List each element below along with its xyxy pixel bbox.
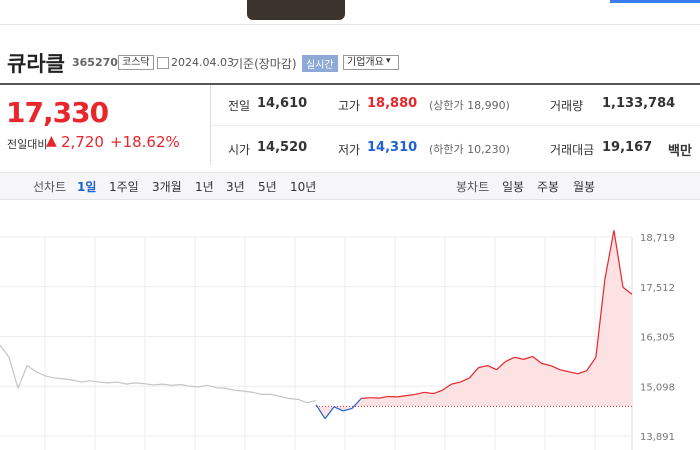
y-tick-label: 13,891	[640, 432, 675, 443]
line-segment	[505, 356, 515, 362]
line-segment	[333, 406, 344, 412]
line-segment	[622, 286, 633, 295]
line-segment	[541, 362, 551, 367]
line-segment	[424, 391, 434, 395]
stat-label: 저가	[338, 143, 361, 157]
tab[interactable]: 3개월	[152, 180, 182, 194]
line	[0, 344, 317, 404]
line-segment	[595, 278, 606, 358]
area	[316, 230, 632, 419]
line-segment	[433, 389, 443, 395]
divider	[210, 85, 211, 165]
banner-image	[247, 0, 345, 20]
stat-value: 14,520	[257, 140, 308, 155]
up-arrow: ▲	[46, 133, 57, 149]
stat-value: 18,880	[367, 96, 418, 111]
line-segment	[568, 371, 578, 375]
line-segment	[523, 355, 533, 360]
tab-bar	[0, 172, 700, 200]
stat-label: 전일	[228, 99, 251, 113]
stat-note: (상한가 18,990)	[429, 99, 510, 112]
change-label: 전일대비	[7, 138, 48, 151]
y-tick-label: 16,305	[640, 333, 675, 344]
dropdown-arrow: ▾	[386, 56, 391, 66]
line-segment	[442, 383, 452, 391]
market-badge: 코스닥	[118, 55, 154, 70]
tab[interactable]: 10년	[290, 180, 317, 194]
line-segment	[415, 391, 425, 395]
stock-code: 365270	[72, 56, 118, 69]
stat-value: 14,310	[367, 140, 418, 155]
line-segment	[406, 393, 416, 397]
stat-note: (하한가 10,230)	[429, 143, 510, 156]
stat-label: 시가	[228, 143, 251, 157]
line-segment	[559, 369, 569, 373]
tab[interactable]: 주봉	[537, 180, 560, 194]
date: 2024.04.03	[171, 56, 234, 69]
realtime-button[interactable]: 실시간	[302, 55, 338, 72]
line-segment	[532, 356, 543, 364]
line-segment	[361, 397, 371, 400]
y-tick-label: 17,512	[640, 283, 675, 294]
tab[interactable]: 1일	[77, 180, 97, 194]
line-segment	[586, 356, 597, 371]
stock-name: 큐라클	[7, 52, 65, 76]
basis: 기준(장마감)	[232, 57, 297, 71]
line-segment	[550, 365, 561, 371]
line-segment	[604, 230, 615, 280]
line-segment	[613, 230, 624, 288]
tab-label: 봉차트	[456, 180, 490, 194]
tab[interactable]: 1년	[195, 180, 214, 194]
tab[interactable]: 5년	[258, 180, 277, 194]
line-segment	[315, 404, 326, 420]
tab-label: 선차트	[33, 180, 67, 194]
stat-value: 1,133,784	[602, 96, 676, 111]
divider	[211, 125, 700, 126]
line-segment	[460, 377, 470, 383]
line-segment	[379, 395, 389, 399]
tab[interactable]: 1주일	[109, 180, 139, 194]
company-button[interactable]: 기업개요	[343, 55, 399, 70]
line-segment	[496, 360, 507, 371]
change-rate: +18.62%	[110, 133, 180, 151]
line-segment	[397, 395, 407, 398]
current-price: 17,330	[6, 96, 109, 129]
line-segment	[351, 398, 362, 409]
banner-button[interactable]	[610, 0, 700, 3]
line-segment	[342, 407, 353, 412]
chart: 18,719 17,512 16,305 15,098 13,891	[0, 230, 675, 450]
y-tick-label: 15,098	[640, 382, 675, 393]
y-tick-label: 18,719	[640, 233, 675, 244]
change: 2,720	[61, 133, 104, 151]
stat-value: 14,610	[257, 96, 308, 111]
line-segment	[514, 356, 524, 360]
divider	[0, 24, 700, 25]
line-segment	[451, 381, 461, 385]
line-segment	[324, 406, 335, 420]
tab[interactable]: 월봉	[573, 180, 596, 194]
tab[interactable]: 일봉	[502, 180, 525, 194]
stat-label: 거래대금	[550, 143, 595, 157]
line-segment	[577, 369, 588, 375]
line-segment	[487, 365, 497, 371]
calendar-icon	[157, 57, 169, 69]
stat-label: 거래량	[550, 99, 584, 113]
company-label: 기업개요	[347, 57, 384, 68]
line-segment	[478, 364, 488, 369]
line-segment	[469, 367, 479, 379]
stat-unit: 백만	[668, 144, 692, 159]
stat-label: 고가	[338, 99, 361, 113]
tab[interactable]: 3년	[226, 180, 245, 194]
divider	[0, 83, 700, 85]
stat-value: 19,167	[602, 140, 653, 155]
